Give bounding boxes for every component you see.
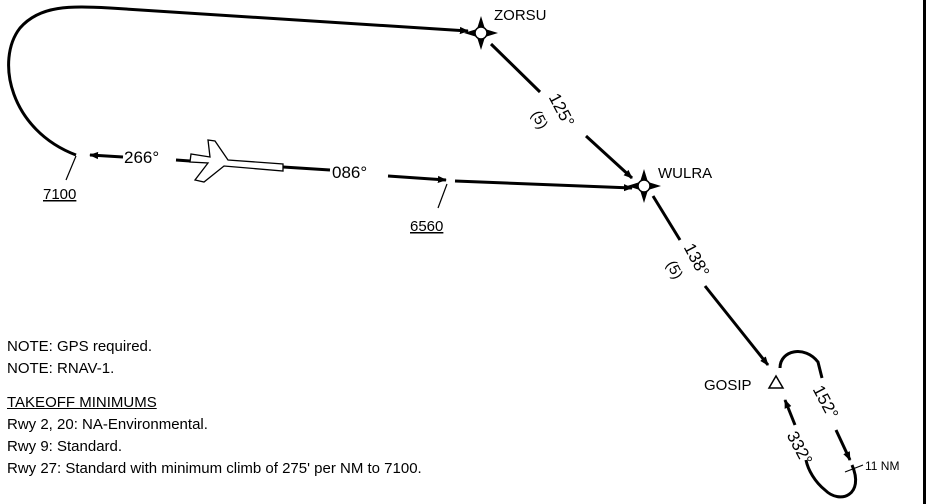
takeoff-rwy-9: Rwy 9: Standard. (7, 438, 123, 455)
gosip-label: GOSIP (704, 377, 752, 394)
course-266-label: 266° (124, 148, 159, 167)
altitude-leaders (65, 155, 448, 209)
wulra-waypoint-icon (627, 169, 661, 203)
takeoff-minimums-header: TAKEOFF MINIMUMS (7, 394, 157, 411)
altitude-7100-label: 7100 (43, 186, 76, 203)
holding-pattern (778, 350, 858, 499)
chart-border (923, 0, 926, 504)
notes-block: NOTE: GPS required. NOTE: RNAV-1. TAKEOF… (7, 336, 607, 480)
leg2-distance-group: (5) (662, 258, 686, 282)
course-086-label: 086° (332, 163, 367, 182)
hold-outbound-group: 152° (809, 382, 842, 422)
hold-length-tick (844, 464, 864, 473)
note-rnav: NOTE: RNAV-1. (7, 360, 115, 377)
note-gps: NOTE: GPS required. (7, 338, 153, 355)
leg-zorsu-wulra (489, 42, 634, 180)
gosip-waypoint-icon (767, 374, 785, 389)
altitude-6560-label: 6560 (410, 218, 443, 235)
takeoff-rwy-2-20: Rwy 2, 20: NA-Environmental. (7, 416, 208, 433)
hold-length-label: 11 NM (865, 459, 899, 473)
leg-wulra-gosip (651, 195, 770, 366)
wulra-label: WULRA (658, 165, 712, 182)
aircraft-icon (189, 139, 284, 183)
departure-route (89, 151, 633, 192)
leg1-distance-group: (5) (527, 108, 551, 132)
hold-inbound-group: 332° (783, 428, 816, 468)
zorsu-waypoint-icon (464, 16, 498, 50)
course-152-label: 152° (809, 382, 842, 422)
course-332-label: 332° (783, 428, 816, 468)
distance-5-label-2: (5) (662, 258, 686, 282)
return-turn-path (7, 5, 469, 157)
zorsu-label: ZORSU (494, 7, 547, 24)
takeoff-rwy-27: Rwy 27: Standard with minimum climb of 2… (7, 460, 422, 477)
distance-5-label-1: (5) (527, 108, 551, 132)
